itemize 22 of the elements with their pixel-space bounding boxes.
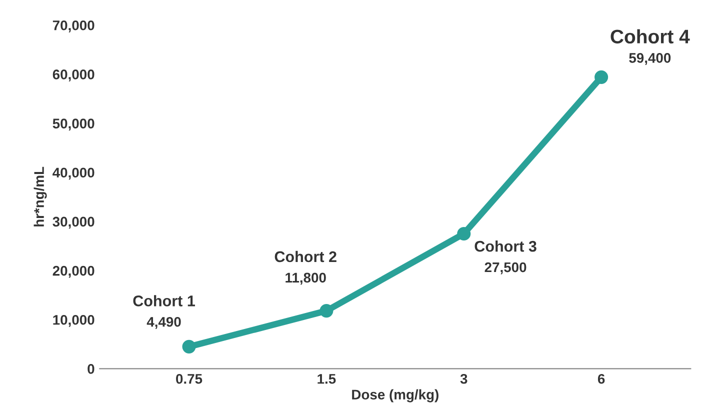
y-tick-label: 30,000 xyxy=(52,216,94,229)
point xyxy=(457,226,471,241)
point xyxy=(182,340,196,354)
x-tick-label: 1.5 xyxy=(318,374,336,384)
y-tick-label: 20,000 xyxy=(52,266,94,278)
annotation: Cohort 3 27,500 xyxy=(474,240,536,274)
point xyxy=(594,70,608,84)
y-tick-label: 70,000 xyxy=(52,20,94,32)
x-tick-label: 6 xyxy=(598,374,605,384)
y-tick-label: 0 xyxy=(88,364,94,374)
x-tick-label: 3 xyxy=(460,374,468,384)
annotation: Cohort 4 59,400 xyxy=(610,29,690,65)
y-tick-label: 60,000 xyxy=(52,70,94,82)
y-tick-label: 10,000 xyxy=(53,314,94,327)
y-axis-title: hr*ng/mL xyxy=(34,166,47,226)
annotation: Cohort 1 4,490 xyxy=(133,295,195,329)
x-tick-label: 0.75 xyxy=(176,374,202,384)
x-axis-title: Dose (mg/kg) xyxy=(352,389,438,402)
annotation: Cohort 2 11,800 xyxy=(274,250,336,285)
point xyxy=(320,304,334,318)
y-tick-label: 50,000 xyxy=(52,118,94,130)
y-tick-label: 40,000 xyxy=(52,168,94,180)
